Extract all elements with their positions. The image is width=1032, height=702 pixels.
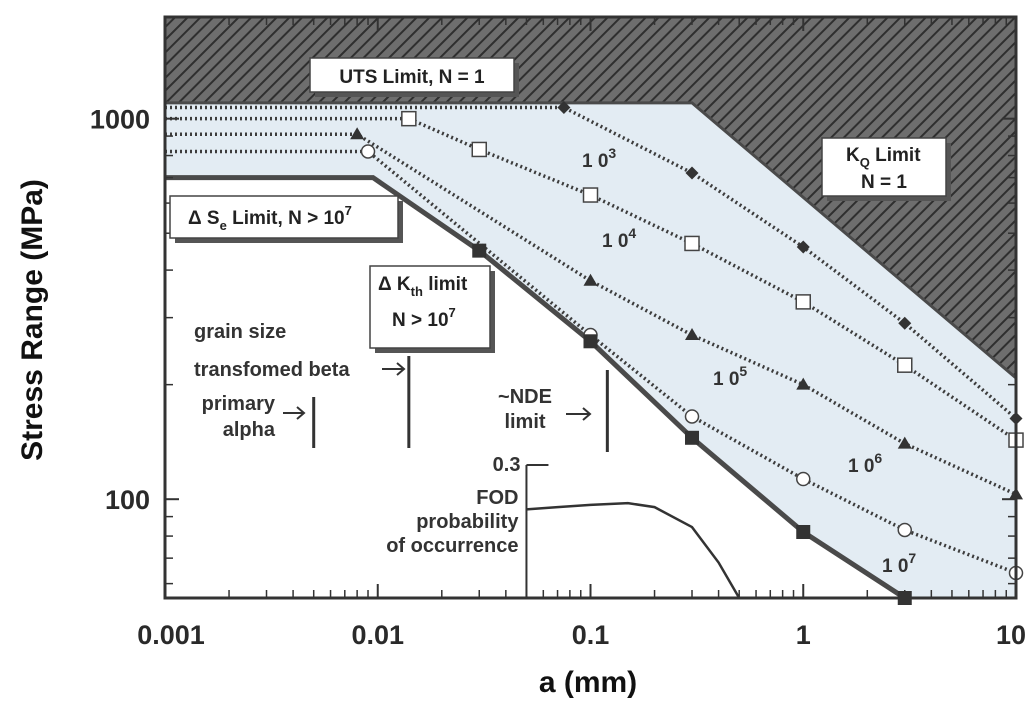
annotation-nde: ~NDE [498,386,552,408]
data-point-s2-2 [471,141,488,158]
data-point-s4-3 [684,409,700,424]
kq-limit-label: KQ Limit [846,145,921,170]
fod-label-3: of occurrence [386,535,518,557]
data-point-s1-2 [685,166,699,180]
fod-label-1: FOD [476,487,518,509]
annotation-transformed-beta: transfomed beta [194,359,350,381]
uts-kq-boundary [165,101,1016,380]
series-line-2 [165,116,1016,442]
annotation-alpha: alpha [223,419,276,441]
arrow-nde [566,407,592,421]
data-point-s5-2 [685,430,700,445]
x-tick-label: 0.001 [137,620,205,650]
threshold-limit-box [369,265,491,349]
threshold-limit-label: Δ Kth limit [378,274,468,299]
data-point-s3-5 [897,436,912,449]
infinite-life-region [165,177,905,598]
data-point-s1-3 [796,240,810,254]
uts-limit-box [309,57,515,93]
arrow-beta [382,362,406,376]
data-point-s5-1 [583,334,598,349]
data-point-s2-6 [897,357,913,373]
y-axis-title: Stress Range (MPa) [16,179,49,461]
endurance-limit-box [169,195,399,239]
kq-limit-box [821,137,947,197]
y-tick-label: 100 [105,485,150,515]
data-point-s4-5 [897,522,913,538]
data-point-s1-4 [898,316,912,330]
data-point-s2-3 [582,187,599,203]
annotation-grain-size: grain size [194,321,286,343]
uts-limit-label: UTS Limit, N = 1 [339,67,485,88]
fod-curve [526,501,741,598]
annotation-nde-limit: limit [504,411,545,433]
data-point-s3-4 [796,377,811,390]
x-axis-title: a (mm) [539,666,637,699]
data-point-s2-1 [401,110,417,127]
fod-max-label: 0.3 [493,454,521,476]
fod-label-2: probability [416,511,519,533]
data-point-s4-4 [796,471,811,487]
data-point-s3-1 [350,127,365,140]
data-point-s5-3 [796,524,811,539]
data-point-s3-2 [583,273,598,286]
threshold-limit-line2: N > 107 [392,305,456,331]
arrow-alpha [283,406,306,420]
data-point-s2-5 [795,294,811,310]
data-point-s4-1 [360,144,376,159]
x-tick-label: 0.01 [351,620,404,650]
data-point-s3-3 [685,328,700,341]
annotation-primary: primary [202,393,276,415]
y-tick-label: 1000 [90,105,150,135]
data-point-s5-0 [472,243,487,258]
x-tick-label: 1 [796,620,811,650]
kq-limit-line2: N = 1 [861,172,907,193]
endurance-limit-label: Δ Se Limit, N > 107 [188,203,352,233]
x-tick-label: 0.1 [572,620,610,650]
x-tick-label: 10 [996,620,1026,650]
data-point-s1-1 [557,100,571,114]
data-point-s2-4 [684,235,700,252]
